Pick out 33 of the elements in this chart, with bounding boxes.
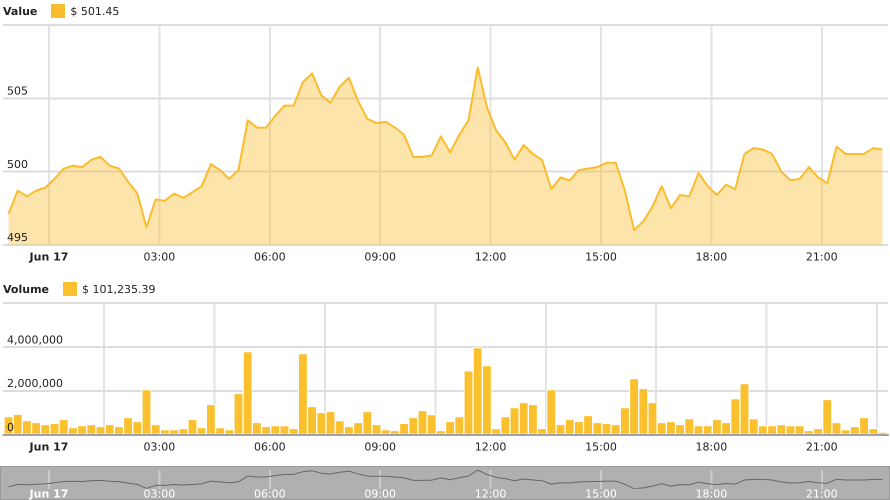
x-tick-label: 21:00 [806, 250, 838, 264]
x-tick-label: 09:00 [364, 250, 396, 264]
chart-title: Volume [3, 282, 49, 296]
x-tick-label: 06:00 [254, 250, 286, 264]
y-tick-label: 4,000,000 [7, 333, 63, 346]
chart-title: Value [3, 4, 38, 18]
legend-label: $ 501.45 [70, 4, 120, 18]
x-tick-label: Jun 17 [28, 487, 68, 500]
x-tick-label: Jun 17 [28, 250, 68, 264]
x-tick-label: 12:00 [474, 487, 506, 500]
x-tick-label: 18:00 [696, 487, 728, 500]
x-tick-label: 18:00 [696, 440, 728, 454]
x-tick-label: 06:00 [254, 440, 286, 454]
x-tick-label: 21:00 [806, 440, 838, 454]
x-tick-label: 03:00 [144, 250, 176, 264]
x-tick-label: 15:00 [585, 250, 617, 264]
legend-label: $ 101,235.39 [82, 282, 156, 296]
x-tick-label: 12:00 [474, 250, 506, 264]
x-tick-label: Jun 17 [28, 440, 68, 454]
y-tick-label: 2,000,000 [7, 377, 63, 390]
x-tick-label: 12:00 [474, 440, 506, 454]
y-tick-label: 500 [7, 158, 28, 171]
x-tick-label: 15:00 [585, 487, 617, 500]
x-tick-label: 15:00 [585, 440, 617, 454]
y-tick-label: 495 [7, 231, 28, 244]
x-tick-label: 21:00 [806, 487, 838, 500]
x-tick-label: 03:00 [144, 440, 176, 454]
x-tick-label: 18:00 [696, 250, 728, 264]
x-tick-label: 09:00 [364, 487, 396, 500]
x-tick-label: 06:00 [254, 487, 286, 500]
y-tick-label: 505 [7, 84, 28, 98]
x-tick-label: 09:00 [364, 440, 396, 454]
x-tick-label: 03:00 [144, 487, 176, 500]
